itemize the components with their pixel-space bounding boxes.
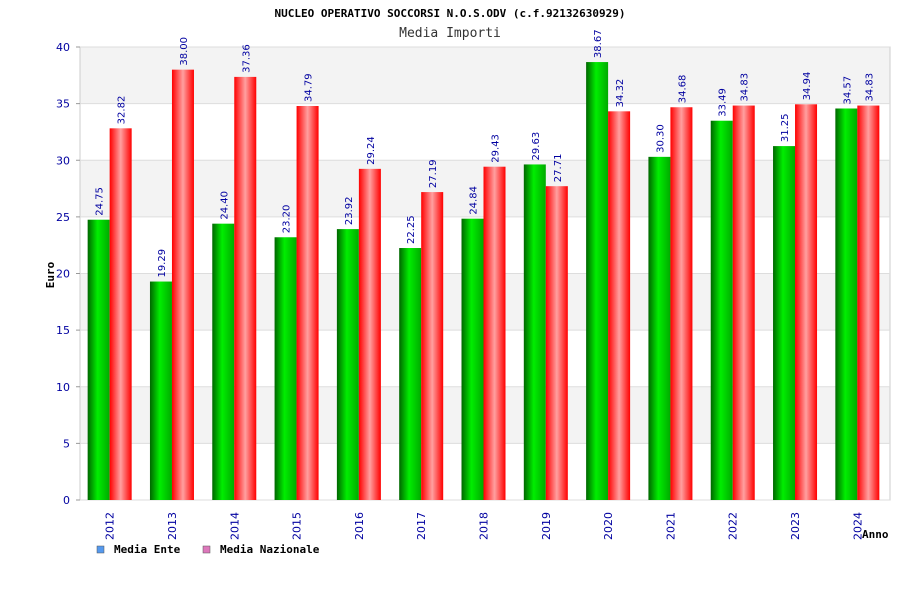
value-label: 34.57 bbox=[842, 76, 853, 105]
chart-title: NUCLEO OPERATIVO SOCCORSI N.O.S.ODV (c.f… bbox=[275, 7, 626, 20]
bar-media-ente-2018 bbox=[461, 218, 484, 500]
y-tick-label: 25 bbox=[56, 211, 70, 224]
bar-media-nazionale-2013 bbox=[171, 69, 194, 501]
bar-media-ente-2015 bbox=[274, 237, 297, 500]
value-label: 23.20 bbox=[282, 205, 293, 234]
bar-media-nazionale-2017 bbox=[421, 192, 444, 501]
chart-subtitle: Media Importi bbox=[399, 26, 501, 41]
value-label: 34.79 bbox=[304, 73, 315, 102]
y-tick-label: 10 bbox=[56, 381, 70, 394]
value-label: 32.82 bbox=[117, 96, 128, 125]
legend-swatch-media-nazionale bbox=[202, 545, 211, 554]
y-tick-label: 30 bbox=[56, 154, 70, 167]
x-tick-label: 2015 bbox=[291, 512, 304, 540]
x-tick-label: 2019 bbox=[540, 512, 553, 540]
bar-media-ente-2016 bbox=[336, 229, 359, 500]
x-tick-label: 2013 bbox=[166, 512, 179, 540]
value-label: 24.40 bbox=[219, 191, 230, 220]
bar-media-ente-2023 bbox=[773, 146, 796, 500]
value-label: 29.43 bbox=[491, 134, 502, 163]
x-tick-label: 2017 bbox=[415, 512, 428, 540]
value-label: 33.49 bbox=[718, 88, 729, 117]
x-tick-label: 2016 bbox=[353, 512, 366, 540]
bar-media-nazionale-2020 bbox=[608, 111, 631, 501]
plot-band bbox=[80, 103, 890, 161]
legend-label-media-ente: Media Ente bbox=[114, 543, 181, 556]
bar-media-nazionale-2022 bbox=[732, 105, 755, 501]
y-axis-title: Euro bbox=[44, 261, 57, 288]
legend: Media Ente Media Nazionale bbox=[96, 543, 320, 556]
bar-media-ente-2021 bbox=[648, 156, 671, 501]
value-label: 34.83 bbox=[740, 73, 751, 102]
y-tick-label: 0 bbox=[63, 494, 70, 507]
bar-media-ente-2012 bbox=[87, 219, 110, 501]
bar-media-nazionale-2023 bbox=[795, 104, 818, 500]
bar-media-ente-2022 bbox=[710, 120, 733, 500]
y-tick-label: 35 bbox=[56, 98, 70, 111]
value-label: 34.32 bbox=[615, 79, 626, 108]
bar-media-nazionale-2014 bbox=[234, 76, 257, 500]
value-label: 31.25 bbox=[780, 113, 791, 142]
bars bbox=[87, 62, 880, 501]
legend-swatch-media-ente bbox=[96, 545, 105, 554]
value-labels: 24.75 32.82 19.29 38.00 24.40 37.36 23.20 34.79… bbox=[95, 29, 876, 277]
bar-media-nazionale-2021 bbox=[670, 107, 693, 501]
value-label: 38.67 bbox=[593, 29, 604, 58]
y-axis-ticks: 0 5 10 15 20 25 30 35 40 bbox=[56, 41, 80, 507]
value-label: 34.68 bbox=[677, 75, 688, 104]
x-axis-ticks: 2012 2013 2014 2015 2016 2017 2018 2019 2020 2021… bbox=[104, 512, 865, 540]
x-tick-label: 2024 bbox=[851, 512, 864, 540]
x-tick-label: 2018 bbox=[478, 512, 491, 540]
plot-band bbox=[80, 47, 890, 104]
value-label: 27.19 bbox=[428, 159, 439, 188]
x-tick-label: 2021 bbox=[664, 512, 677, 540]
x-tick-label: 2023 bbox=[789, 512, 802, 540]
value-label: 22.25 bbox=[406, 215, 417, 244]
bar-media-ente-2019 bbox=[523, 164, 546, 500]
bar-media-ente-2017 bbox=[399, 248, 422, 500]
x-tick-label: 2014 bbox=[228, 512, 241, 540]
value-label: 29.24 bbox=[366, 136, 377, 165]
value-label: 37.36 bbox=[241, 44, 252, 73]
bar-media-nazionale-2024 bbox=[857, 105, 880, 501]
value-label: 23.92 bbox=[344, 196, 355, 225]
value-label: 24.75 bbox=[95, 187, 106, 216]
value-label: 34.83 bbox=[864, 73, 875, 102]
y-tick-label: 40 bbox=[56, 41, 70, 54]
bar-media-ente-2013 bbox=[149, 281, 172, 500]
value-label: 38.00 bbox=[179, 37, 190, 66]
bar-media-nazionale-2018 bbox=[483, 166, 506, 500]
value-label: 19.29 bbox=[157, 249, 168, 278]
x-axis-title: Anno bbox=[862, 528, 889, 541]
x-tick-label: 2020 bbox=[602, 512, 615, 540]
value-label: 30.30 bbox=[655, 124, 666, 153]
y-tick-label: 15 bbox=[56, 324, 70, 337]
bar-media-nazionale-2012 bbox=[109, 128, 132, 500]
bar-media-nazionale-2015 bbox=[296, 106, 319, 501]
value-label: 29.63 bbox=[531, 132, 542, 161]
bar-media-nazionale-2019 bbox=[545, 186, 568, 500]
bar-media-nazionale-2016 bbox=[358, 168, 381, 500]
legend-label-media-nazionale: Media Nazionale bbox=[220, 543, 320, 556]
bar-media-ente-2024 bbox=[835, 108, 858, 500]
x-tick-label: 2022 bbox=[727, 512, 740, 540]
x-tick-label: 2012 bbox=[104, 512, 117, 540]
y-tick-label: 20 bbox=[56, 268, 70, 281]
y-tick-label: 5 bbox=[63, 437, 70, 450]
value-label: 34.94 bbox=[802, 72, 813, 101]
bar-media-ente-2014 bbox=[212, 223, 235, 501]
value-label: 27.71 bbox=[553, 154, 564, 183]
value-label: 24.84 bbox=[469, 186, 480, 215]
bar-media-ente-2020 bbox=[586, 62, 609, 500]
